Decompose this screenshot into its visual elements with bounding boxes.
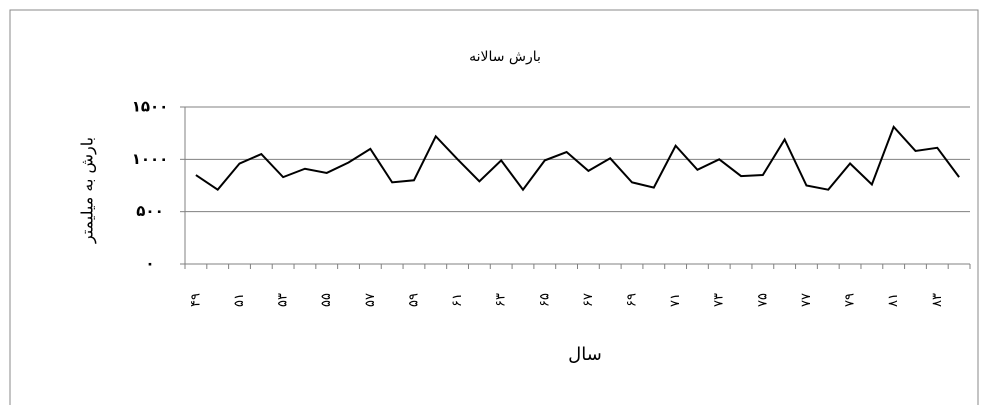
y-tick-label: ۰ [145, 255, 154, 273]
x-tick-label: ۵۵ [319, 293, 334, 307]
x-tick-label: ۵۹ [406, 293, 421, 307]
x-tick-label: ۶۹ [625, 293, 640, 307]
chart-title: بارش سالانه [469, 49, 541, 65]
x-tick-label: ۵۱ [232, 293, 247, 307]
y-tick-label: ۱۵۰۰ [132, 98, 169, 116]
chart-frame [9, 9, 979, 409]
x-tick-label: ۶۵ [537, 293, 552, 307]
x-tick-label: ۶۱ [450, 293, 465, 307]
x-tick-label: ۷۵ [755, 293, 770, 307]
x-tick-label: ۴۹ [188, 293, 203, 307]
x-tick-label: ۷۷ [799, 293, 814, 307]
x-axis-label: سال [568, 344, 602, 365]
y-tick-label: ۵۰۰ [136, 202, 163, 220]
x-tick-label: ۵۷ [363, 293, 378, 307]
x-tick-label: ۷۱ [668, 293, 683, 307]
data-line [195, 125, 960, 192]
x-tick-label: ۶۳ [494, 293, 509, 307]
x-tick-label: ۸۳ [930, 293, 945, 307]
y-axis-label: بارش به میلیمتر [78, 137, 98, 244]
x-tick-label: ۶۷ [581, 293, 596, 307]
x-tick-label: ۷۹ [843, 293, 858, 307]
x-tick-label: ۵۳ [276, 293, 291, 307]
x-tick-label: ۷۳ [712, 293, 727, 307]
y-tick-label: ۱۰۰۰ [132, 150, 169, 168]
x-tick-label: ۸۱ [886, 293, 901, 307]
